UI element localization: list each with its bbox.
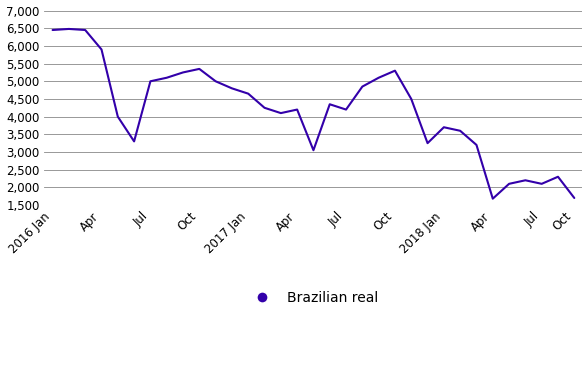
Legend: Brazilian real: Brazilian real [243,286,384,311]
